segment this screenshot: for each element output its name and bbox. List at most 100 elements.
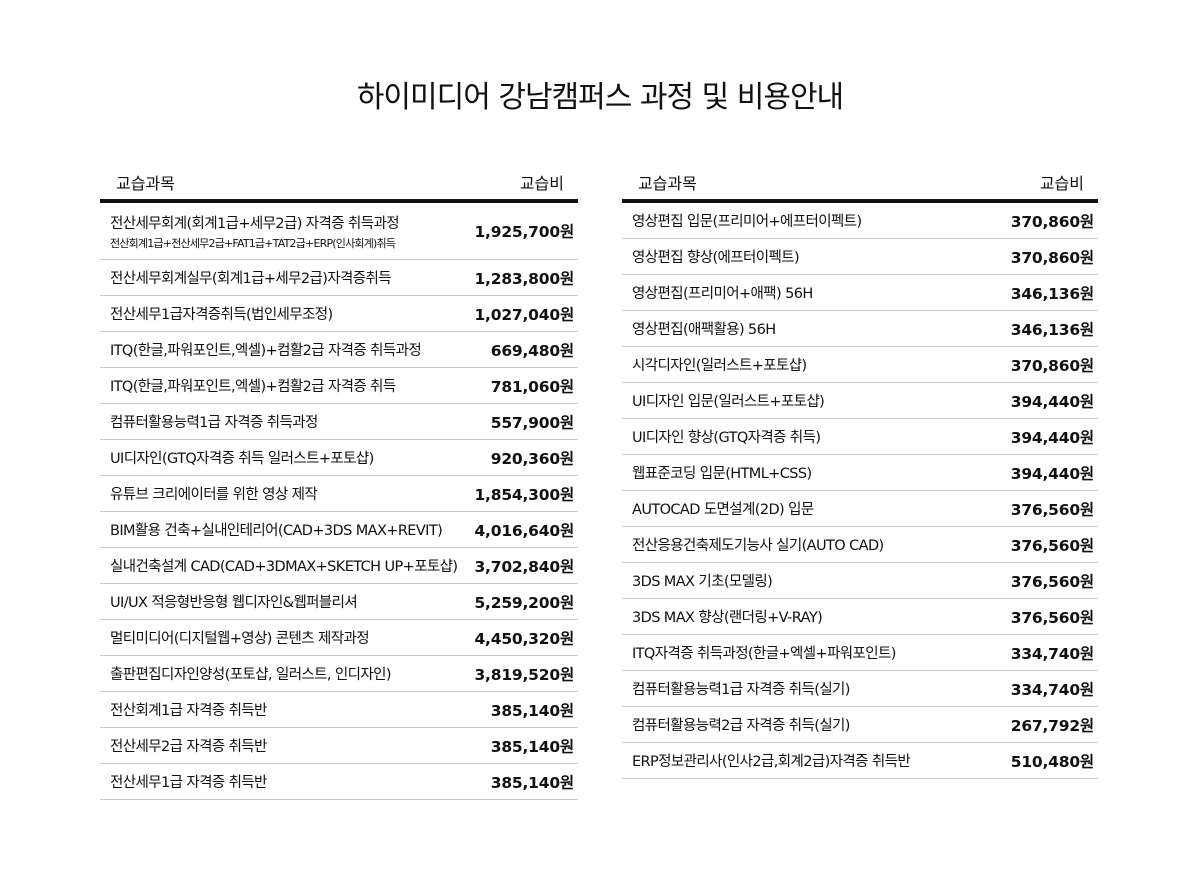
course-name-text: 3DS MAX 향상(랜더링+V-RAY) bbox=[632, 610, 823, 626]
table-row: 영상편집 입문(프리미어+에프터이펙트) 370,860원 bbox=[622, 203, 1098, 239]
course-name-text: UI디자인(GTQ자격증 취득 일러스트+포토샵) bbox=[110, 451, 374, 467]
table-row: AUTOCAD 도면설계(2D) 입문 376,560원 bbox=[622, 491, 1098, 527]
course-name: 영상편집 입문(프리미어+에프터이펙트) bbox=[632, 210, 862, 231]
course-name: 전산응용건축제도기능사 실기(AUTO CAD) bbox=[632, 534, 884, 555]
course-name: 영상편집(애팩활용) 56H bbox=[632, 318, 776, 339]
right-fee-table: 교습과목 교습비 영상편집 입문(프리미어+에프터이펙트) 370,860원 영상편… bbox=[622, 165, 1098, 779]
table-row: 멀티미디어(디지털웹+영상) 콘텐츠 제작과정 4,450,320원 bbox=[100, 620, 578, 656]
course-fee: 376,560원 bbox=[1010, 608, 1094, 627]
course-name-text: 영상편집(애팩활용) 56H bbox=[632, 322, 776, 338]
course-name-text: 전산세무2급 자격증 취득반 bbox=[110, 739, 267, 755]
fee-header: 교습비 bbox=[1039, 174, 1084, 193]
table-header: 교습과목 교습비 bbox=[100, 165, 578, 203]
course-name-text: 시각디자인(일러스트+포토샵) bbox=[632, 358, 807, 374]
course-subtitle: 전산회계1급+전산세무2급+FAT1급+TAT2급+ERP(인사회계)취득 bbox=[110, 236, 396, 250]
course-name-text: 전산응용건축제도기능사 실기(AUTO CAD) bbox=[632, 538, 884, 554]
course-name: 전산세무1급자격증취득(법인세무조정) bbox=[110, 303, 333, 324]
course-fee: 376,560원 bbox=[1010, 500, 1094, 519]
course-fee: 510,480원 bbox=[1010, 752, 1094, 771]
table-row: UI디자인(GTQ자격증 취득 일러스트+포토샵) 920,360원 bbox=[100, 440, 578, 476]
table-row: 3DS MAX 향상(랜더링+V-RAY) 376,560원 bbox=[622, 599, 1098, 635]
table-row: 영상편집(애팩활용) 56H 346,136원 bbox=[622, 311, 1098, 347]
table-row: UI디자인 향상(GTQ자격증 취득) 394,440원 bbox=[622, 419, 1098, 455]
course-name: ERP정보관리사(인사2급,회계2급)자격증 취득반 bbox=[632, 750, 911, 771]
course-name-text: ITQ(한글,파워포인트,엑셀)+컴활2급 자격증 취득 bbox=[110, 379, 396, 395]
course-name-text: 웹표준코딩 입문(HTML+CSS) bbox=[632, 466, 812, 482]
course-name: 전산세무회계실무(회계1급+세무2급)자격증취득 bbox=[110, 267, 392, 288]
course-name-text: 전산세무1급 자격증 취득반 bbox=[110, 775, 267, 791]
table-row: ITQ(한글,파워포인트,엑셀)+컴활2급 자격증 취득과정 669,480원 bbox=[100, 332, 578, 368]
course-fee: 385,140원 bbox=[490, 701, 574, 720]
course-fee: 5,259,200원 bbox=[474, 593, 574, 612]
course-fee: 385,140원 bbox=[490, 737, 574, 756]
course-name: 컴퓨터활용능력1급 자격증 취득(실기) bbox=[632, 678, 850, 699]
course-name-text: UI디자인 향상(GTQ자격증 취득) bbox=[632, 430, 821, 446]
course-name: 영상편집 향상(에프터이펙트) bbox=[632, 246, 800, 267]
course-name-text: AUTOCAD 도면설계(2D) 입문 bbox=[632, 502, 814, 518]
course-name: 출판편집디자인양성(포토샵, 일러스트, 인디자인) bbox=[110, 663, 392, 684]
table-row: 영상편집 향상(에프터이펙트) 370,860원 bbox=[622, 239, 1098, 275]
course-name: UI디자인 향상(GTQ자격증 취득) bbox=[632, 426, 821, 447]
table-row: UI/UX 적응형반응형 웹디자인&웹퍼블리셔 5,259,200원 bbox=[100, 584, 578, 620]
course-name: 시각디자인(일러스트+포토샵) bbox=[632, 354, 807, 375]
course-fee: 394,440원 bbox=[1010, 392, 1094, 411]
course-fee: 346,136원 bbox=[1010, 320, 1094, 339]
course-fee: 4,450,320원 bbox=[474, 629, 574, 648]
course-name-text: 전산세무1급자격증취득(법인세무조정) bbox=[110, 307, 333, 323]
course-name: UI디자인 입문(일러스트+포토샵) bbox=[632, 390, 825, 411]
course-name-text: 3DS MAX 기초(모델링) bbox=[632, 574, 773, 590]
course-name: 영상편집(프리미어+애팩) 56H bbox=[632, 282, 813, 303]
course-fee: 4,016,640원 bbox=[474, 521, 574, 540]
course-fee: 346,136원 bbox=[1010, 284, 1094, 303]
course-fee: 920,360원 bbox=[490, 449, 574, 468]
course-name: 전산세무1급 자격증 취득반 bbox=[110, 771, 267, 792]
course-name-text: 실내건축설계 CAD(CAD+3DMAX+SKETCH UP+포토샵) bbox=[110, 559, 458, 575]
course-name: UI디자인(GTQ자격증 취득 일러스트+포토샵) bbox=[110, 447, 374, 468]
table-row: 전산응용건축제도기능사 실기(AUTO CAD) 376,560원 bbox=[622, 527, 1098, 563]
course-fee: 669,480원 bbox=[490, 341, 574, 360]
course-name-text: 영상편집(프리미어+애팩) 56H bbox=[632, 286, 813, 302]
course-name: UI/UX 적응형반응형 웹디자인&웹퍼블리셔 bbox=[110, 591, 358, 612]
table-row: 영상편집(프리미어+애팩) 56H 346,136원 bbox=[622, 275, 1098, 311]
course-name: BIM활용 건축+실내인테리어(CAD+3DS MAX+REVIT) bbox=[110, 519, 443, 540]
course-fee: 394,440원 bbox=[1010, 428, 1094, 447]
course-name-text: 전산세무회계(회계1급+세무2급) 자격증 취득과정 bbox=[110, 215, 400, 232]
table-row: 전산세무2급 자격증 취득반 385,140원 bbox=[100, 728, 578, 764]
course-fee: 781,060원 bbox=[490, 377, 574, 396]
course-fee: 370,860원 bbox=[1010, 356, 1094, 375]
course-name-text: 전산세무회계실무(회계1급+세무2급)자격증취득 bbox=[110, 271, 392, 287]
course-fee: 1,283,800원 bbox=[474, 269, 574, 288]
table-row: 유튜브 크리에이터를 위한 영상 제작 1,854,300원 bbox=[100, 476, 578, 512]
course-fee: 370,860원 bbox=[1010, 248, 1094, 267]
course-name: ITQ(한글,파워포인트,엑셀)+컴활2급 자격증 취득 bbox=[110, 375, 396, 396]
course-fee: 3,819,520원 bbox=[474, 665, 574, 684]
table-row: 전산세무1급자격증취득(법인세무조정) 1,027,040원 bbox=[100, 296, 578, 332]
course-fee: 267,792원 bbox=[1010, 716, 1094, 735]
table-row: 컴퓨터활용능력1급 자격증 취득과정 557,900원 bbox=[100, 404, 578, 440]
course-name-text: 영상편집 입문(프리미어+에프터이펙트) bbox=[632, 214, 862, 230]
table-row: 컴퓨터활용능력2급 자격증 취득(실기) 267,792원 bbox=[622, 707, 1098, 743]
page-title: 하이미디어 강남캠퍼스 과정 및 비용안내 bbox=[356, 80, 844, 115]
course-fee: 3,702,840원 bbox=[474, 557, 574, 576]
course-fee: 1,925,700원 bbox=[474, 223, 574, 241]
course-name: 멀티미디어(디지털웹+영상) 콘텐츠 제작과정 bbox=[110, 627, 370, 648]
course-name: 컴퓨터활용능력1급 자격증 취득과정 bbox=[110, 411, 318, 432]
course-fee: 557,900원 bbox=[490, 413, 574, 432]
course-name-text: BIM활용 건축+실내인테리어(CAD+3DS MAX+REVIT) bbox=[110, 523, 443, 539]
course-name: 전산회계1급 자격증 취득반 bbox=[110, 699, 267, 720]
course-fee: 334,740원 bbox=[1010, 680, 1094, 699]
course-fee: 370,860원 bbox=[1010, 212, 1094, 231]
table-row: BIM활용 건축+실내인테리어(CAD+3DS MAX+REVIT) 4,016,… bbox=[100, 512, 578, 548]
course-name: 3DS MAX 기초(모델링) bbox=[632, 570, 773, 591]
course-fee: 385,140원 bbox=[490, 773, 574, 792]
table-row: ITQ(한글,파워포인트,엑셀)+컴활2급 자격증 취득 781,060원 bbox=[100, 368, 578, 404]
course-name-text: UI/UX 적응형반응형 웹디자인&웹퍼블리셔 bbox=[110, 595, 358, 611]
course-header: 교습과목 bbox=[116, 174, 175, 193]
course-name: ITQ자격증 취득과정(한글+엑셀+파워포인트) bbox=[632, 642, 896, 663]
course-name: 유튜브 크리에이터를 위한 영상 제작 bbox=[110, 483, 318, 504]
course-name-text: 전산회계1급 자격증 취득반 bbox=[110, 703, 267, 719]
table-row: UI디자인 입문(일러스트+포토샵) 394,440원 bbox=[622, 383, 1098, 419]
